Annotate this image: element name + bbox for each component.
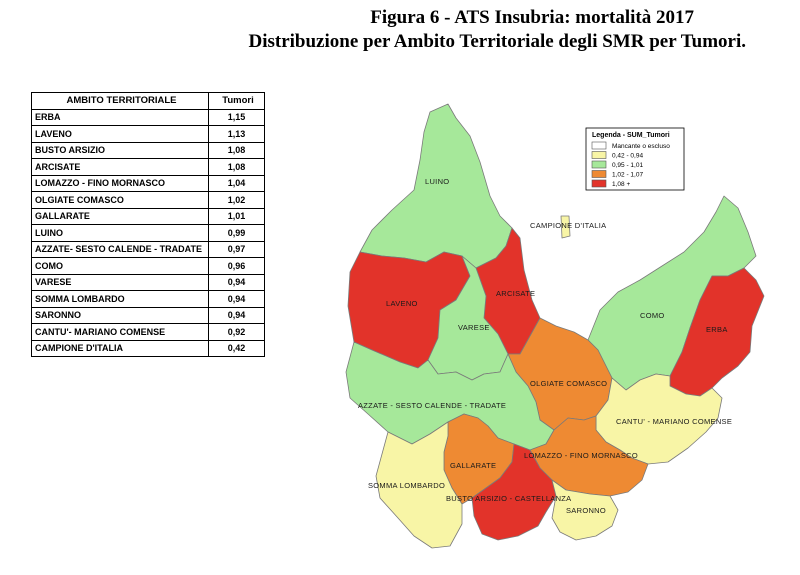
label-azzate: AZZATE - SESTO CALENDE - TRADATE <box>358 401 506 410</box>
table-row: ARCISATE 1,08 <box>31 158 265 176</box>
table-row: ERBA 1,15 <box>31 108 265 126</box>
table-row: GALLARATE 1,01 <box>31 207 265 225</box>
legend-swatch <box>591 141 607 150</box>
legend-label: 0,95 - 1,01 <box>612 162 643 169</box>
label-erba: ERBA <box>706 325 728 334</box>
table-header-row: AMBITO TERRITORIALE Tumori <box>31 92 265 110</box>
label-olgiate: OLGIATE COMASCO <box>530 379 607 388</box>
smr-value-cell: 0,99 <box>208 224 265 242</box>
label-gallarate: GALLARATE <box>450 461 496 470</box>
label-luino: LUINO <box>425 177 449 186</box>
smr-value-cell: 1,08 <box>208 158 265 176</box>
smr-value-cell: 0,96 <box>208 257 265 275</box>
figure-subtitle: Distribuzione per Ambito Territoriale de… <box>248 31 746 52</box>
legend-swatch <box>591 160 607 169</box>
region-campione <box>560 215 571 239</box>
label-campione: CAMPIONE D'ITALIA <box>530 221 606 230</box>
table-row: OLGIATE COMASCO 1,02 <box>31 191 265 209</box>
map-labels: LUINO CAMPIONE D'ITALIA LAVENO ARCISATE … <box>358 177 732 515</box>
legend-label: 1,08 + <box>612 181 630 188</box>
figure-title: Figura 6 - ATS Insubria: mortalità 2017 <box>370 7 694 28</box>
region-luino <box>359 103 513 269</box>
legend-swatch <box>591 170 607 178</box>
label-somma: SOMMA LOMBARDO <box>368 481 445 490</box>
region-busto <box>471 443 557 541</box>
table-row: SARONNO 0,94 <box>31 306 265 324</box>
legend-label: 0,42 - 0,94 <box>612 153 643 160</box>
legend-swatch <box>591 151 607 159</box>
label-cantu: CANTU' - MARIANO COMENSE <box>616 417 732 426</box>
smr-value-cell: 0,42 <box>208 339 265 357</box>
legend-title: Legenda - SUM_Tumori <box>592 132 670 139</box>
map-legend: Legenda - SUM_Tumori Mancante o escluso 0… <box>585 127 685 191</box>
legend-label: Mancante o escluso <box>612 143 670 150</box>
legend-label: 1,02 - 1,07 <box>612 172 643 179</box>
figure-titles: Figura 6 - ATS Insubria: mortalità 2017 … <box>200 6 790 54</box>
label-saronno: SARONNO <box>566 506 606 515</box>
label-como: COMO <box>640 311 665 320</box>
label-varese: VARESE <box>458 323 490 332</box>
label-lomazzo: LOMAZZO - FINO MORNASCO <box>524 451 638 460</box>
legend-swatch <box>591 179 607 188</box>
table-row: CAMPIONE D'ITALIA 0,42 <box>31 339 265 357</box>
label-arcisate: ARCISATE <box>496 289 535 298</box>
table-row: COMO 0,96 <box>31 257 265 275</box>
region-saronno <box>551 479 619 541</box>
region-somma <box>375 421 463 549</box>
area-name-cell: CAMPIONE D'ITALIA <box>31 339 209 357</box>
smr-table: AMBITO TERRITORIALE Tumori ERBA 1,15 LAVEN… <box>31 92 265 357</box>
label-laveno: LAVENO <box>386 299 418 308</box>
table-row: VARESE 0,94 <box>31 273 265 291</box>
label-busto: BUSTO ARSIZIO - CASTELLANZA <box>446 494 572 503</box>
